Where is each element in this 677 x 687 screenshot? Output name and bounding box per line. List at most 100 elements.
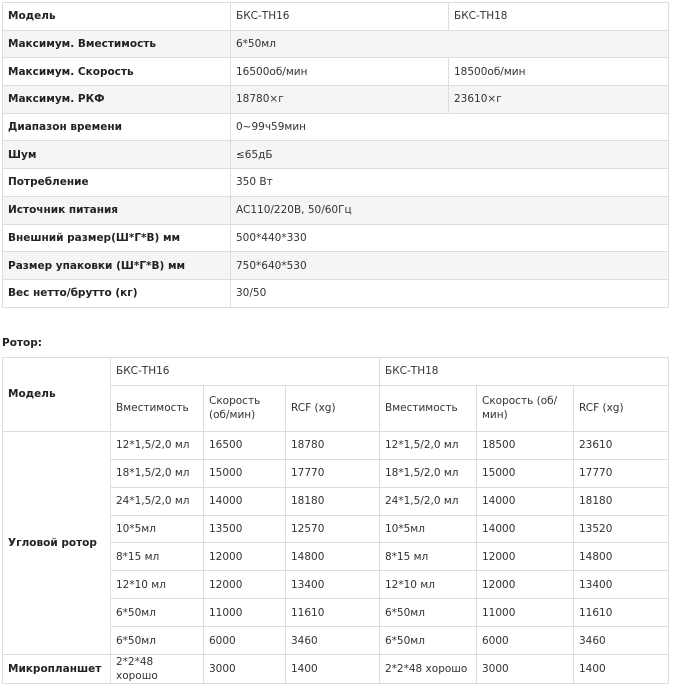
spec-label: Размер упаковки (Ш*Г*В) мм [2, 251, 231, 280]
spec-row: Максимум. Скорость 16500об/мин 18500об/мин [2, 57, 669, 87]
rotor-cell: 3000 [203, 654, 286, 685]
spec-value: 6*50мл [230, 29, 669, 59]
spec-label: Вес нетто/брутто (кг) [2, 278, 231, 308]
rotor-cell: 12*10 мл [379, 570, 477, 600]
spec-row: Максимум. РКФ 18780×г 23610×г [2, 85, 669, 114]
rotor-cell: 14000 [203, 486, 286, 516]
spec-value: 750*640*530 [230, 251, 669, 280]
group-label: Микропланшет [2, 654, 111, 685]
rotor-cell: 18*1,5/2,0 мл [110, 458, 204, 488]
rotor-cell: 15000 [203, 458, 286, 488]
rotor-cell: 10*5мл [110, 514, 204, 544]
spec-row: Шум ≤65дБ [2, 140, 669, 170]
spec-row: Диапазон времени 0~99ч59мин [2, 112, 669, 142]
column-header: Скорость (об/мин) [203, 384, 286, 432]
spec-row: Внешний размер(Ш*Г*В) мм 500*440*330 [2, 223, 669, 253]
spec-row: Размер упаковки (Ш*Г*В) мм 750*640*530 [2, 251, 669, 280]
rotor-cell: 1400 [573, 654, 669, 685]
spec-value: 350 Вт [230, 168, 669, 197]
spec-row: Вес нетто/брутто (кг) 30/50 [2, 278, 669, 308]
rotor-cell: 1400 [285, 654, 380, 685]
spec-label: Диапазон времени [2, 112, 231, 142]
rotor-row: Микропланшет 2*2*48 хорошо 3000 1400 2*2*48 … [2, 654, 669, 685]
rotor-cell: 12*1,5/2,0 мл [379, 430, 477, 460]
spec-value: БКС-ТН18 [448, 2, 669, 31]
spec-label: Внешний размер(Ш*Г*В) мм [2, 223, 231, 253]
rotor-cell: 12000 [203, 542, 286, 572]
rotor-cell: 2*2*48 хорошо [110, 654, 204, 685]
model-label: Модель [2, 357, 111, 432]
spec-value: БКС-ТН16 [230, 2, 449, 31]
rotor-cell: 3460 [285, 626, 380, 656]
rotor-cell: 12000 [476, 542, 574, 572]
model-name: БКС-ТН18 [379, 357, 669, 386]
spec-label: Шум [2, 140, 231, 170]
rotor-cell: 3000 [476, 654, 574, 685]
rotor-cell: 2*2*48 хорошо [379, 654, 477, 685]
group-label: Угловой ротор [2, 430, 111, 656]
rotor-cell: 18*1,5/2,0 мл [379, 458, 477, 488]
header-row: Вместимость Скорость (об/мин) RCF (xg) Вмес… [3, 384, 669, 432]
rotor-cell: 12*10 мл [110, 570, 204, 600]
rotor-cell: 14000 [476, 514, 574, 544]
rotor-row: 6*50мл 11000 11610 6*50мл 11000 11610 [3, 598, 669, 628]
spec-label: Потребление [2, 168, 231, 197]
rotor-cell: 18780 [285, 430, 380, 460]
rotor-cell: 8*15 мл [379, 542, 477, 572]
rotor-cell: 15000 [476, 458, 574, 488]
rotor-cell: 18180 [573, 486, 669, 516]
header-row: Модель БКС-ТН16 БКС-ТН18 [2, 357, 669, 432]
rotor-cell: 6*50мл [379, 626, 477, 656]
spec-value: 18500об/мин [448, 57, 669, 87]
rotor-cell: 12000 [476, 570, 574, 600]
rotor-row: Угловой ротор 12*1,5/2,0 мл 16500 18780 12*1… [2, 430, 669, 656]
spec-value: 500*440*330 [230, 223, 669, 253]
rotor-cell: 13400 [285, 570, 380, 600]
rotor-cell: 6000 [203, 626, 286, 656]
model-name: БКС-ТН16 [110, 357, 380, 386]
rotor-cell: 12570 [285, 514, 380, 544]
spec-value: 23610×г [448, 85, 669, 114]
rotor-cell: 12000 [203, 570, 286, 600]
rotor-cell: 13400 [573, 570, 669, 600]
spec-value: AC110/220В, 50/60Гц [230, 195, 669, 225]
rotor-cell: 6*50мл [110, 598, 204, 628]
spec-row: Модель БКС-ТН16 БКС-ТН18 [2, 2, 669, 31]
rotor-cell: 6*50мл [379, 598, 477, 628]
rotor-cell: 11610 [573, 598, 669, 628]
spec-value: 16500об/мин [230, 57, 449, 87]
rotor-cell: 24*1,5/2,0 мл [110, 486, 204, 516]
rotor-cell: 24*1,5/2,0 мл [379, 486, 477, 516]
spec-table: Модель БКС-ТН16 БКС-ТН18 Максимум. Вместимо… [2, 2, 669, 308]
rotor-table: Модель БКС-ТН16 БКС-ТН18 Вместимость Скорост… [2, 357, 669, 685]
spec-label: Модель [2, 2, 231, 31]
rotor-cell: 18180 [285, 486, 380, 516]
rotor-cell: 3460 [573, 626, 669, 656]
rotor-row: 8*15 мл 12000 14800 8*15 мл 12000 14800 [3, 542, 669, 572]
rotor-cell: 17770 [573, 458, 669, 488]
column-header: Вместимость [110, 384, 204, 432]
rotor-cell: 12*1,5/2,0 мл [110, 430, 204, 460]
rotor-cell: 11000 [203, 598, 286, 628]
rotor-cell: 14800 [573, 542, 669, 572]
column-header: Скорость (об/мин) [476, 384, 574, 432]
rotor-cell: 10*5мл [379, 514, 477, 544]
column-header: Вместимость [379, 384, 477, 432]
rotor-cell: 14800 [285, 542, 380, 572]
rotor-row: 10*5мл 13500 12570 10*5мл 14000 13520 [3, 514, 669, 544]
rotor-cell: 18500 [476, 430, 574, 460]
spec-label: Максимум. РКФ [2, 85, 231, 114]
spec-value: ≤65дБ [230, 140, 669, 170]
section-heading: Ротор: [2, 337, 42, 349]
spec-value: 0~99ч59мин [230, 112, 669, 142]
spec-label: Максимум. Скорость [2, 57, 231, 87]
rotor-cell: 13500 [203, 514, 286, 544]
rotor-cell: 11000 [476, 598, 574, 628]
spec-row: Максимум. Вместимость 6*50мл [2, 29, 669, 59]
rotor-cell: 8*15 мл [110, 542, 204, 572]
rotor-cell: 6*50мл [110, 626, 204, 656]
spec-value: 30/50 [230, 278, 669, 308]
rotor-row: 12*10 мл 12000 13400 12*10 мл 12000 13400 [3, 570, 669, 600]
rotor-cell: 23610 [573, 430, 669, 460]
